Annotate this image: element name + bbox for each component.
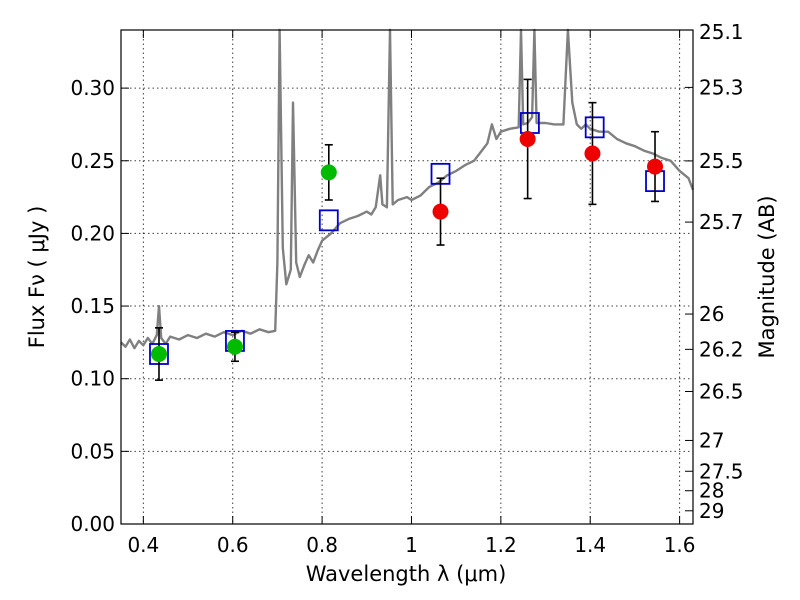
y-tick-label: 0.10 — [70, 367, 115, 391]
right-tick-label: 27.5 — [699, 459, 744, 483]
right-tick-label: 25.1 — [699, 20, 744, 44]
right-tick-label: 25.7 — [699, 210, 744, 234]
nir-point — [519, 130, 536, 147]
right-tick-label: 25.3 — [699, 75, 744, 99]
optical-point — [150, 346, 167, 363]
right-tick-label: 27 — [699, 428, 724, 452]
x-tick-label: 1.4 — [574, 533, 606, 557]
y-tick-label: 0.20 — [70, 221, 115, 245]
y-tick-label: 0.30 — [70, 76, 115, 100]
y-tick-label: 0.15 — [70, 294, 115, 318]
right-tick-label: 26 — [699, 302, 724, 326]
right-tick-label: 25.5 — [699, 149, 744, 173]
y-axis-label: Flux Fν ( μJy ) — [25, 206, 49, 349]
grid — [121, 30, 693, 525]
x-tick-label: 0.6 — [217, 533, 249, 557]
spectrum-line — [120, 28, 695, 350]
y-tick-label: 0.05 — [70, 439, 115, 463]
nir-point — [584, 145, 601, 162]
nir-point — [432, 203, 449, 220]
right-tick-label: 29 — [699, 499, 724, 523]
right-tick-label: 26.2 — [699, 337, 744, 361]
spectrum-layer — [120, 28, 695, 350]
ticks: 0.4 0.6 0.8 1 1.2 1.4 1.6 0.00 0.05 0.10 0.15 0.20 0… — [70, 20, 743, 557]
optical-point — [226, 338, 243, 355]
nir-point — [647, 158, 664, 175]
right-tick-label: 26.5 — [699, 379, 744, 403]
points-layer — [149, 78, 665, 381]
x-axis-label: Wavelength λ (μm) — [306, 562, 507, 586]
x-tick-label: 1.2 — [485, 533, 517, 557]
x-tick-label: 1.6 — [664, 533, 696, 557]
optical-point — [320, 164, 337, 181]
model-square — [318, 209, 339, 232]
x-tick-label: 0.8 — [306, 533, 338, 557]
y-tick-label: 0.25 — [70, 149, 115, 173]
x-tick-label: 1 — [405, 533, 418, 557]
model-square — [584, 116, 605, 139]
y-tick-label: 0.00 — [70, 512, 115, 536]
right-tick-label: 28 — [699, 479, 724, 503]
y-axis-right-label: Magnitude (AB) — [755, 195, 779, 358]
plot-frame — [120, 29, 694, 525]
x-tick-label: 0.4 — [127, 533, 159, 557]
